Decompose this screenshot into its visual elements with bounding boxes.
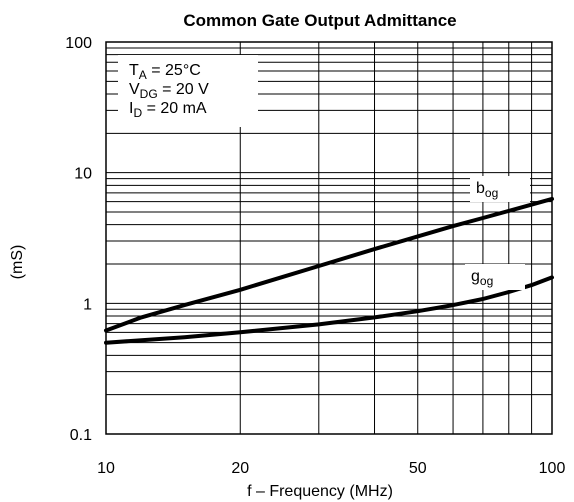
series-label-bog: bog (476, 180, 498, 200)
plot-frame (105, 41, 553, 435)
series-label-gog: gog (471, 268, 493, 288)
x-tick-label: 10 (97, 460, 115, 477)
y-tick-label: 10 (74, 166, 92, 183)
y-tick-label: 0.1 (70, 427, 92, 444)
conditions-background (118, 55, 258, 127)
series-line-bog (104, 196, 554, 333)
y-tick-label: 1 (83, 296, 92, 313)
chart-title: Common Gate Output Admittance (183, 11, 456, 30)
x-tick-label: 50 (409, 460, 427, 477)
y-tick-label: 100 (65, 35, 92, 52)
y-axis-label: (mS) (9, 245, 26, 280)
series-labels: bog gog (465, 176, 530, 290)
x-axis-label: f – Frequency (MHz) (247, 483, 393, 500)
series-label-background (465, 264, 525, 290)
x-tick-label: 20 (231, 460, 249, 477)
condition-text: VDG = 20 V (129, 81, 209, 101)
x-tick-label: 100 (539, 460, 566, 477)
condition-text: ID = 20 mA (129, 100, 207, 120)
ticks: 10 20 50 100 0.1 1 10 100 (65, 35, 565, 477)
condition-text: TA = 25°C (129, 62, 201, 82)
series-label-background (470, 176, 530, 202)
